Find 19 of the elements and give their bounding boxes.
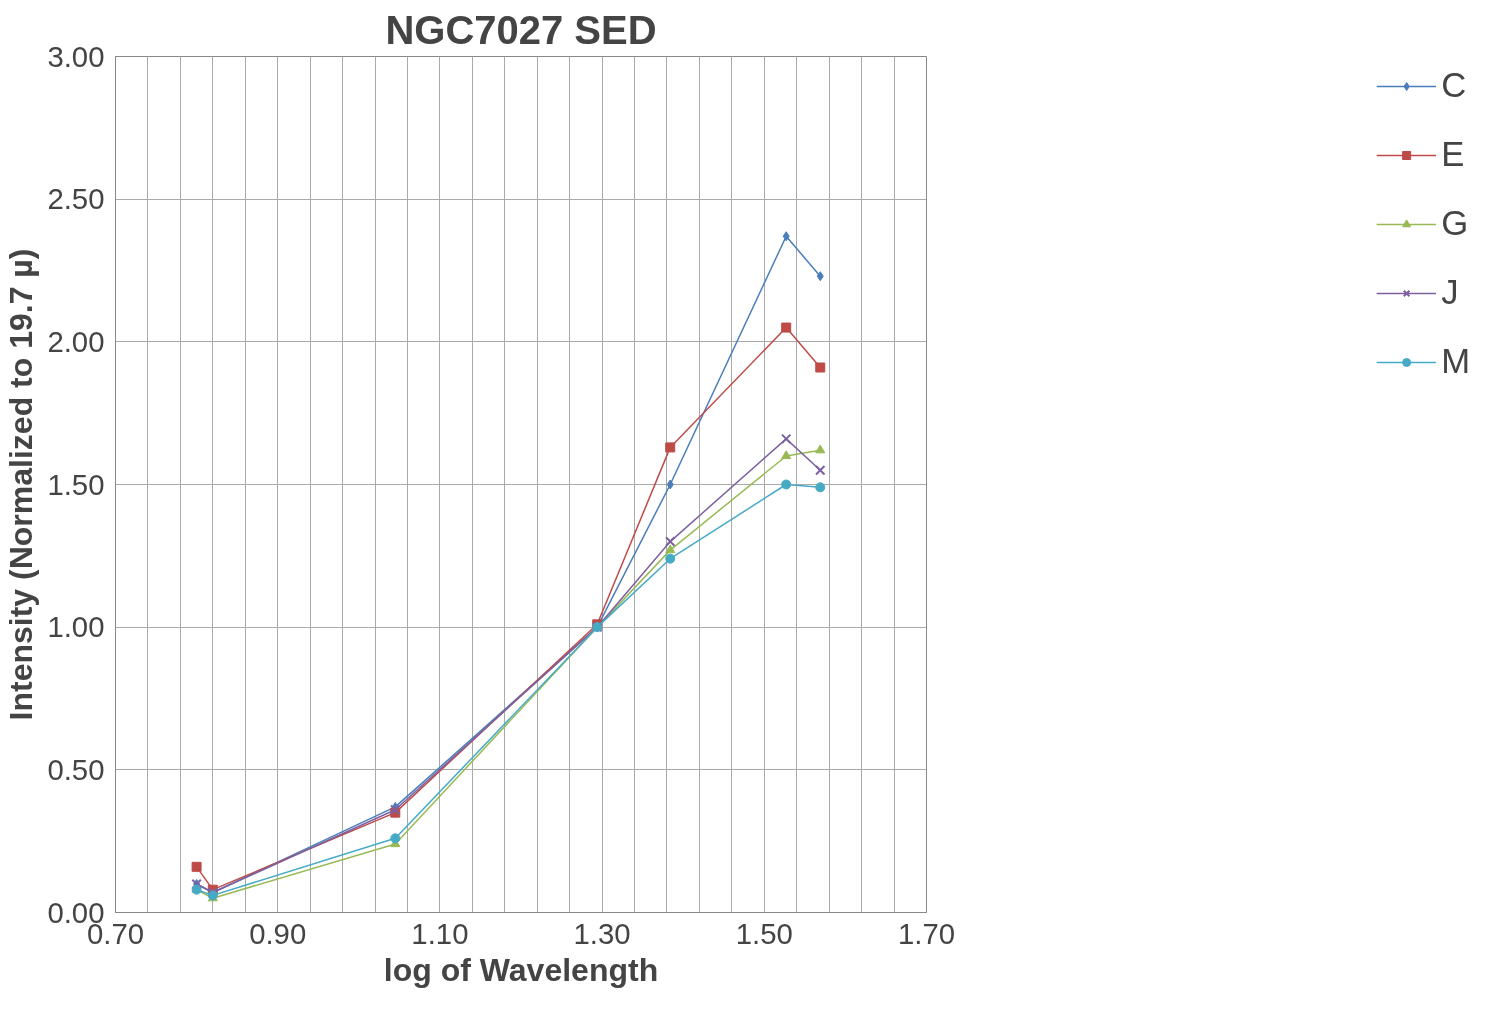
- y-tick-label: 1.00: [47, 610, 105, 644]
- legend-label: J: [1441, 273, 1460, 312]
- legend-label: M: [1441, 342, 1470, 381]
- y-tick-label: 1.50: [47, 467, 105, 501]
- x-tick-label: 1.30: [573, 916, 631, 950]
- y-tick-label: 2.50: [47, 182, 105, 216]
- legend-label: G: [1441, 204, 1469, 243]
- x-tick-label: 1.10: [411, 916, 469, 950]
- x-tick-label: 1.50: [735, 916, 793, 950]
- x-axis-title: log of Wavelength: [383, 951, 659, 988]
- x-tick-label: 0.90: [249, 916, 307, 950]
- y-axis-title: Intensity (Normalized to 19.7 µ): [3, 248, 40, 721]
- y-tick-label: 2.00: [47, 324, 105, 358]
- y-tick-label: 0.50: [47, 752, 105, 786]
- y-tick-label: 3.00: [47, 39, 105, 73]
- x-tick-label: 1.70: [897, 916, 956, 950]
- legend-label: C: [1441, 66, 1467, 105]
- chart-title: NGC7027 SED: [385, 7, 657, 52]
- legend-label: E: [1441, 135, 1465, 174]
